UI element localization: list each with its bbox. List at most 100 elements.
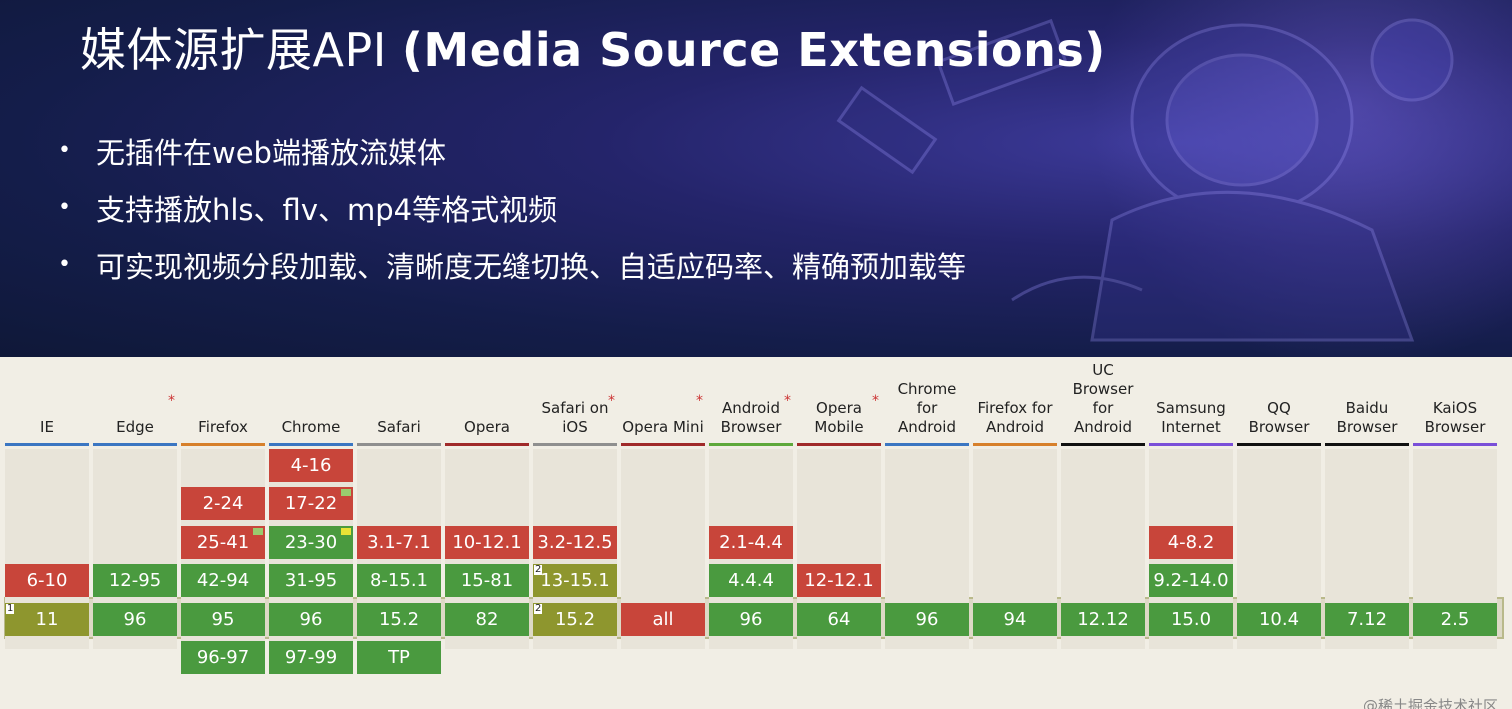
note-marker: 2	[534, 602, 543, 614]
browser-header: QQ Browser	[1248, 399, 1310, 436]
browser-underline	[445, 443, 529, 446]
browser-header: KaiOS Browser	[1424, 399, 1486, 436]
asterisk-marker: *	[168, 393, 175, 409]
asterisk-marker: *	[784, 393, 791, 409]
version-cell[interactable]: 95	[181, 602, 265, 636]
version-label: all	[652, 608, 674, 630]
version-cell[interactable]: 17-22	[269, 487, 353, 521]
version-cell[interactable]: 3.2-12.5	[533, 525, 617, 559]
version-label: 42-94	[196, 570, 250, 592]
version-cell[interactable]: all	[621, 602, 705, 636]
browser-column: Opera Mobile * 12-12.1 64	[797, 357, 881, 709]
version-cell[interactable]: 15.2 2	[533, 602, 617, 636]
version-cell[interactable]: 12-12.1	[797, 564, 881, 598]
browser-column: KaiOS Browser 2.5	[1413, 357, 1497, 709]
asterisk-marker: *	[608, 393, 615, 409]
version-cell[interactable]: 25-41	[181, 525, 265, 559]
version-label: 7.12	[1346, 608, 1388, 630]
version-cell[interactable]: 15-81	[445, 564, 529, 598]
version-label: 15-81	[460, 570, 514, 592]
version-cell[interactable]: 9.2-14.0	[1149, 564, 1233, 598]
version-cell[interactable]: 2-24	[181, 487, 265, 521]
browser-column: Chrome 4-16 17-22 23-30 31-95 96 97-99	[269, 357, 353, 709]
version-cell[interactable]: 31-95	[269, 564, 353, 598]
bullet-text: 无插件在web端播放流媒体	[96, 135, 446, 170]
browser-underline	[269, 443, 353, 446]
version-cell[interactable]: 13-15.1 2	[533, 564, 617, 598]
version-label: 8-15.1	[369, 570, 429, 592]
hero-banner: 媒体源扩展API (Media Source Extensions) • 无插件在…	[0, 0, 1512, 357]
browser-underline	[621, 443, 705, 446]
version-cell[interactable]: 96	[709, 602, 793, 636]
asterisk-marker: *	[872, 393, 879, 409]
version-cell[interactable]: 94	[973, 602, 1057, 636]
version-cell[interactable]: 2.5	[1413, 602, 1497, 636]
browser-column: Firefox for Android 94	[973, 357, 1057, 709]
note-marker: 1	[6, 602, 15, 614]
version-cell[interactable]: 42-94	[181, 564, 265, 598]
version-label: 25-41	[196, 531, 250, 553]
browser-underline	[885, 443, 969, 446]
version-cell[interactable]: 12.12	[1061, 602, 1145, 636]
version-label: 96	[739, 608, 763, 630]
version-cell[interactable]: 3.1-7.1	[357, 525, 441, 559]
browser-column: Firefox 2-24 25-41 42-94 95 96-97	[181, 357, 265, 709]
version-label: 2.5	[1440, 608, 1470, 630]
version-label: 96	[123, 608, 147, 630]
browser-underline	[181, 443, 265, 446]
version-label: 31-95	[284, 570, 338, 592]
version-cell[interactable]: 96-97	[181, 641, 265, 674]
browser-header: Edge	[116, 418, 154, 436]
browser-column: Android Browser * 2.1-4.4 4.4.4 96	[709, 357, 793, 709]
version-label: 2.1-4.4	[719, 531, 783, 553]
title-english: (Media Source Extensions)	[401, 23, 1106, 77]
bullet-text: 支持播放hls、flv、mp4等格式视频	[96, 192, 558, 227]
version-cell[interactable]: 96	[93, 602, 177, 636]
version-cell[interactable]: 10.4	[1237, 602, 1321, 636]
version-cell[interactable]: 4.4.4	[709, 564, 793, 598]
version-cell[interactable]: 96	[269, 602, 353, 636]
browser-header: Firefox for Android	[977, 399, 1053, 436]
bullet-list: • 无插件在web端播放流媒体 • 支持播放hls、flv、mp4等格式视频 • 可实…	[58, 122, 966, 293]
browser-underline	[5, 443, 89, 446]
version-cell[interactable]: 10-12.1	[445, 525, 529, 559]
version-cell[interactable]: 64	[797, 602, 881, 636]
browser-column: Safari on iOS * 3.2-12.5 13-15.1 2 15.2 2	[533, 357, 617, 709]
version-label: 10.4	[1258, 608, 1300, 630]
version-label: 15.2	[554, 608, 596, 630]
version-cell[interactable]: 12-95	[93, 564, 177, 598]
browser-header: Safari	[377, 418, 421, 436]
version-cell[interactable]: 4-16	[269, 449, 353, 482]
version-cell[interactable]: 8-15.1	[357, 564, 441, 598]
version-cell[interactable]: 11 1	[5, 602, 89, 636]
version-cell[interactable]: TP	[357, 641, 441, 674]
version-label: 9.2-14.0	[1153, 570, 1229, 592]
version-cell[interactable]: 23-30	[269, 525, 353, 559]
version-cell[interactable]: 15.0	[1149, 602, 1233, 636]
version-cell[interactable]: 7.12	[1325, 602, 1409, 636]
version-label: 97-99	[284, 647, 338, 668]
version-cell[interactable]: 82	[445, 602, 529, 636]
browser-column: QQ Browser 10.4	[1237, 357, 1321, 709]
version-cell[interactable]: 6-10	[5, 564, 89, 598]
browser-column: Edge * 12-95 96	[93, 357, 177, 709]
version-cell[interactable]: 2.1-4.4	[709, 525, 793, 559]
version-cell[interactable]: 96	[885, 602, 969, 636]
browser-header: Opera	[464, 418, 510, 436]
title-chinese: 媒体源扩展API	[80, 23, 387, 77]
version-cell[interactable]: 97-99	[269, 641, 353, 674]
slide-title: 媒体源扩展API (Media Source Extensions)	[80, 14, 1106, 80]
version-label: 96-97	[196, 647, 250, 668]
flag-icon	[253, 527, 263, 535]
browser-underline	[1149, 443, 1233, 446]
browser-underline	[1237, 443, 1321, 446]
version-cell[interactable]: 15.2	[357, 602, 441, 636]
browser-header: Firefox	[198, 418, 248, 436]
bullet-dot-icon: •	[58, 195, 71, 220]
version-label: 11	[35, 608, 59, 630]
flag-icon	[341, 489, 351, 497]
browser-header: Opera Mini	[622, 418, 704, 436]
version-label: 4.4.4	[728, 570, 774, 592]
version-cell[interactable]: 4-8.2	[1149, 525, 1233, 559]
version-label: 95	[211, 608, 235, 630]
